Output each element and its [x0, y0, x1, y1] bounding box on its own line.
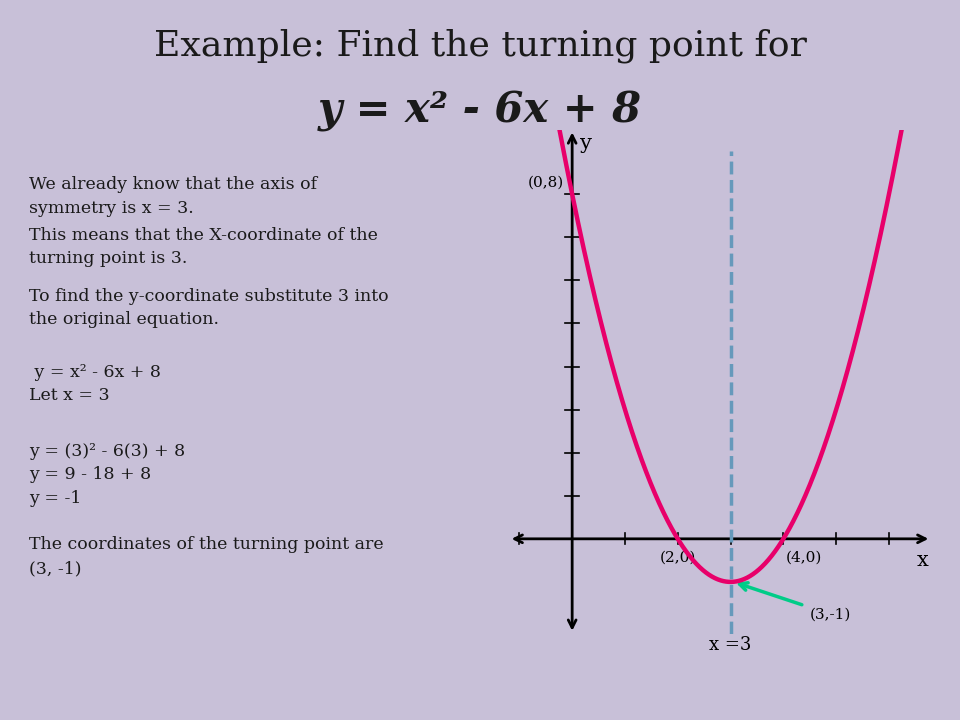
Text: The coordinates of the turning point are
(3, -1): The coordinates of the turning point are… — [29, 536, 383, 577]
Text: y: y — [580, 134, 592, 153]
Text: y = (3)² - 6(3) + 8
y = 9 - 18 + 8
y = -1: y = (3)² - 6(3) + 8 y = 9 - 18 + 8 y = -… — [29, 443, 185, 507]
Text: (2,0): (2,0) — [660, 551, 696, 565]
Text: x =3: x =3 — [709, 636, 752, 654]
Text: To find the y-coordinate substitute 3 into
the original equation.: To find the y-coordinate substitute 3 in… — [29, 288, 389, 328]
Text: (4,0): (4,0) — [786, 551, 823, 565]
Text: (3,-1): (3,-1) — [810, 608, 852, 622]
Text: This means that the X-coordinate of the
turning point is 3.: This means that the X-coordinate of the … — [29, 227, 377, 267]
Text: y = x² - 6x + 8
Let x = 3: y = x² - 6x + 8 Let x = 3 — [29, 364, 160, 404]
Text: x: x — [917, 551, 928, 570]
Text: Example: Find the turning point for: Example: Find the turning point for — [154, 29, 806, 63]
Text: y = x² - 6x + 8: y = x² - 6x + 8 — [318, 90, 642, 132]
Text: We already know that the axis of
symmetry is x = 3.: We already know that the axis of symmetr… — [29, 176, 317, 217]
Text: (0,8): (0,8) — [528, 176, 564, 190]
